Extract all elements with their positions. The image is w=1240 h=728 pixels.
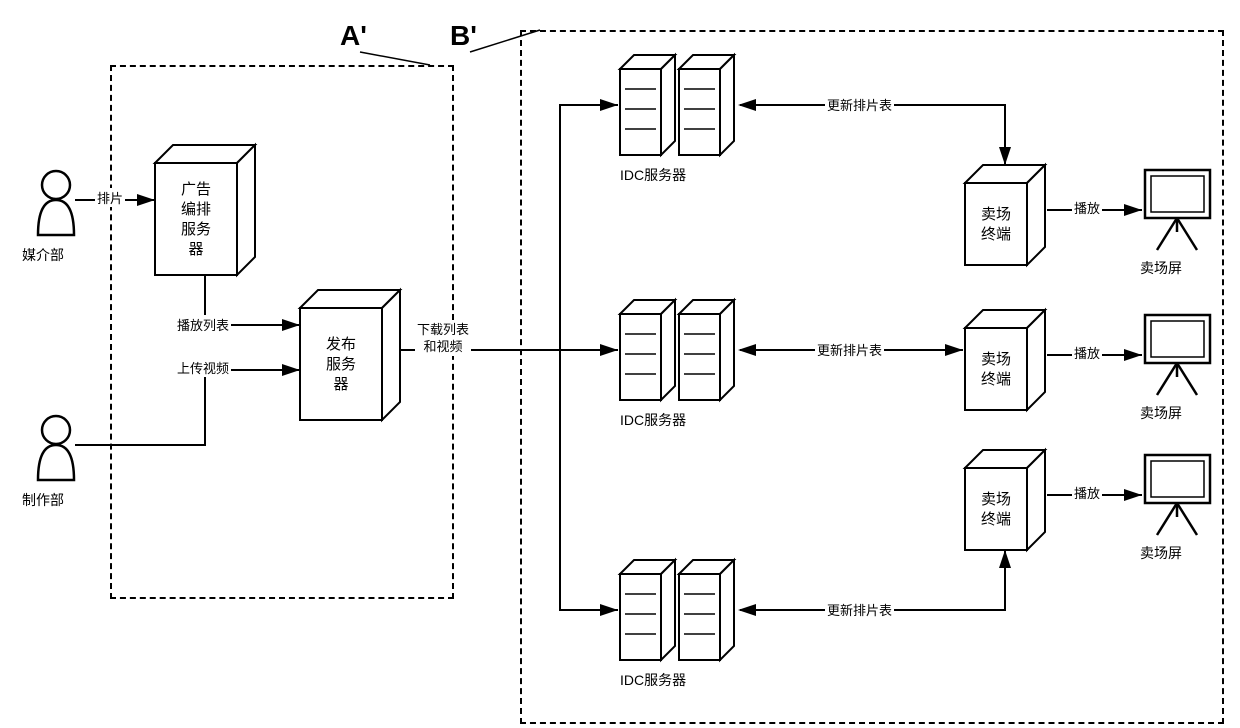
node-label-scr3: 卖场屏 xyxy=(1140,543,1182,563)
edge-label-11: 播放 xyxy=(1072,483,1102,502)
edge-label-6: 更新排片表 xyxy=(825,95,894,114)
group-label-B: B' xyxy=(450,20,477,52)
diagram-canvas: 广告编排服务器发布服务器卖场终端卖场终端卖场终端 A'B'排片播放列表上传视频下… xyxy=(0,0,1240,728)
node-label-user1: 媒介部 xyxy=(22,245,64,265)
edge-label-3: 下载列表 和视频 xyxy=(415,322,471,356)
node-label-idc2: IDC服务器 xyxy=(620,410,686,430)
group-B xyxy=(520,30,1224,724)
edge-label-8: 更新排片表 xyxy=(825,600,894,619)
group-A xyxy=(110,65,454,599)
edge-label-2: 上传视频 xyxy=(175,358,231,377)
edge-label-7: 更新排片表 xyxy=(815,340,884,359)
node-label-idc1: IDC服务器 xyxy=(620,165,686,185)
edge-label-9: 播放 xyxy=(1072,198,1102,217)
edge-label-10: 播放 xyxy=(1072,343,1102,362)
node-user2 xyxy=(38,416,74,480)
node-label-scr2: 卖场屏 xyxy=(1140,403,1182,423)
node-label-user2: 制作部 xyxy=(22,490,64,510)
edge-label-1: 播放列表 xyxy=(175,315,231,334)
group-label-A: A' xyxy=(340,20,367,52)
edge-label-0: 排片 xyxy=(95,188,125,207)
node-label-idc3: IDC服务器 xyxy=(620,670,686,690)
node-user1 xyxy=(38,171,74,235)
node-label-scr1: 卖场屏 xyxy=(1140,258,1182,278)
